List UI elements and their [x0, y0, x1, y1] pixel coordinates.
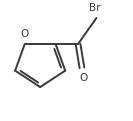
Text: O: O	[20, 29, 28, 39]
Text: Br: Br	[89, 3, 101, 13]
Text: O: O	[79, 73, 87, 83]
